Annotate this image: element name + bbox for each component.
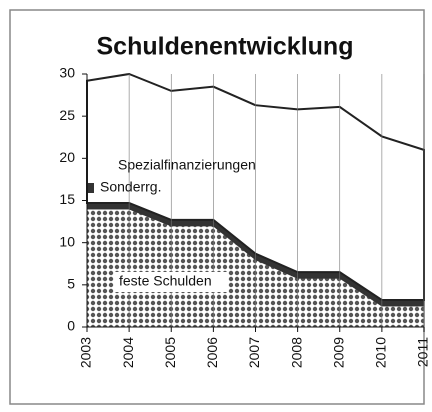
y-tick-label: 15: [59, 191, 75, 207]
x-tick-label: 2004: [120, 337, 136, 368]
x-tick-label: 2007: [246, 337, 262, 368]
x-tick-label: 2009: [330, 337, 346, 368]
label-box: [114, 272, 228, 292]
y-tick-label: 10: [59, 233, 75, 249]
series-label: Spezialfinanzierungen: [118, 157, 256, 173]
series-label: Sonderrg.: [100, 179, 161, 195]
y-tick-label: 30: [59, 65, 75, 81]
x-tick-label: 2011: [415, 337, 431, 367]
y-tick-label: 0: [67, 318, 75, 334]
x-tick-label: 2008: [288, 337, 304, 368]
x-tick-label: 2006: [204, 337, 220, 368]
x-tick-label: 2005: [162, 337, 178, 368]
y-tick-label: 25: [59, 107, 75, 123]
x-tick-label: 2010: [373, 337, 389, 368]
y-tick-label: 20: [59, 149, 75, 165]
chart-title: Schuldenentwicklung: [97, 33, 354, 61]
series-label: feste Schulden: [119, 273, 212, 289]
y-tick-label: 5: [67, 276, 75, 292]
x-tick-label: 2003: [78, 337, 94, 368]
series-marker: [88, 183, 94, 193]
